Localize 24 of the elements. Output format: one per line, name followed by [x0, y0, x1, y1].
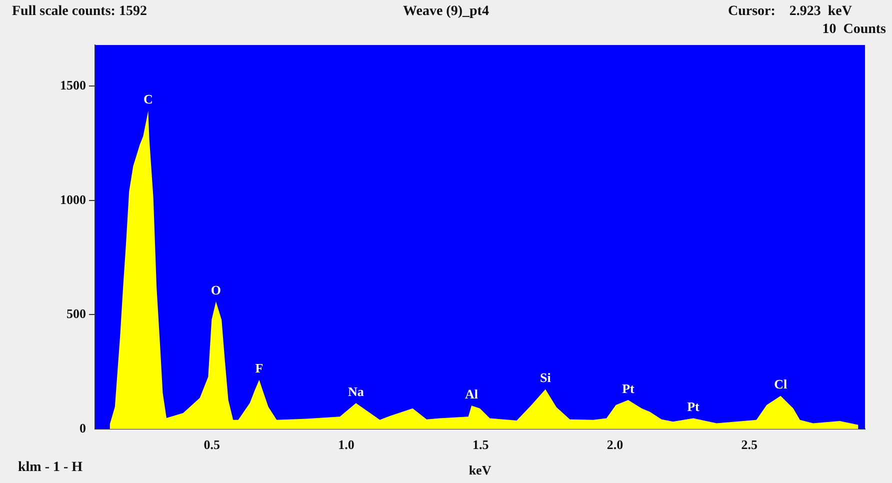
annotation: Al	[465, 386, 478, 402]
annotation: Pt	[687, 399, 700, 414]
text: Cursor: 2.923 keV	[728, 4, 852, 20]
text: 10 Counts	[822, 22, 886, 38]
y-tick-label: 1000	[60, 192, 86, 207]
annotation: Si	[540, 370, 552, 386]
x-tick-label: 2.0	[606, 437, 624, 452]
annotation: O	[210, 282, 222, 298]
y-tick-label: 500	[66, 306, 86, 322]
annotation: Pt	[622, 380, 636, 396]
y-tick-label: 1500	[60, 78, 86, 92]
x-axis-title: keV	[468, 462, 492, 478]
y-tick-label: 0	[80, 420, 86, 436]
text: klm - 1 - H	[18, 460, 83, 476]
x-tick-label: 1.0	[338, 437, 354, 452]
x-tick-label: 0.5	[204, 437, 221, 452]
annotation: Cl	[774, 376, 788, 392]
annotation: Na	[348, 384, 364, 400]
chart-title: Weave (9)_pt4	[403, 4, 489, 19]
x-tick-label: 2.5	[741, 437, 758, 452]
text: Full scale counts: 1592	[12, 4, 147, 20]
annotation: C	[144, 92, 153, 107]
annotation: F	[255, 360, 264, 376]
x-tick-label: 1.5	[472, 437, 490, 452]
